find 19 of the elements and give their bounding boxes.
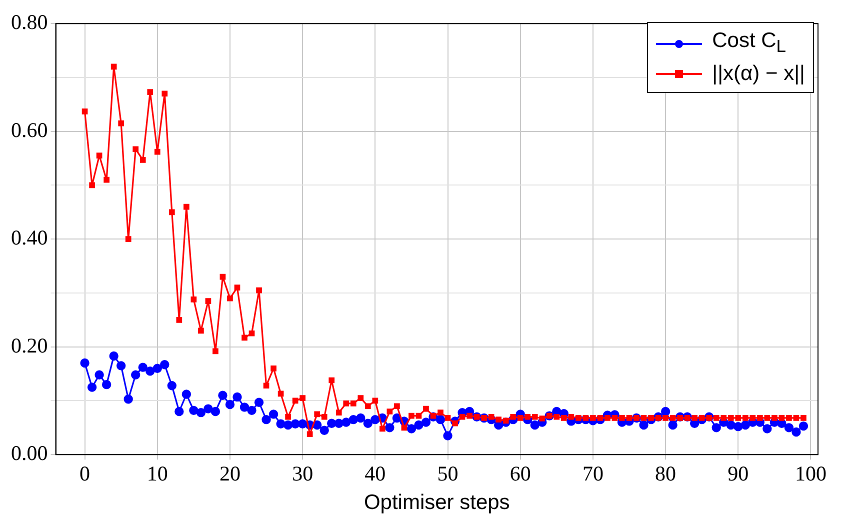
x-tick-label: 0 [80, 462, 90, 486]
x-tick-label: 100 [794, 462, 826, 486]
x-tick-label: 80 [655, 462, 676, 486]
x-tick-label: 60 [510, 462, 531, 486]
x-tick-label: 20 [219, 462, 240, 486]
y-tick-label: 0.60 [11, 118, 48, 142]
y-tick-label: 0.80 [11, 10, 48, 34]
x-axis-title: Optimiser steps [364, 491, 510, 514]
y-tick-label: 0.40 [11, 226, 48, 250]
x-tick-label: 50 [437, 462, 458, 486]
x-tick-label: 10 [146, 462, 168, 486]
y-tick-label: 0.20 [11, 333, 48, 358]
x-tick-label: 30 [292, 462, 314, 486]
x-tick-label: 70 [582, 462, 604, 486]
legend-label: ||x(α) − x|| [712, 61, 805, 88]
legend-label: Cost C$_{L}$ [712, 28, 786, 58]
x-tick-label: 90 [728, 462, 749, 486]
x-tick-label: 40 [364, 462, 386, 486]
y-tick-label: 0.00 [11, 441, 48, 466]
